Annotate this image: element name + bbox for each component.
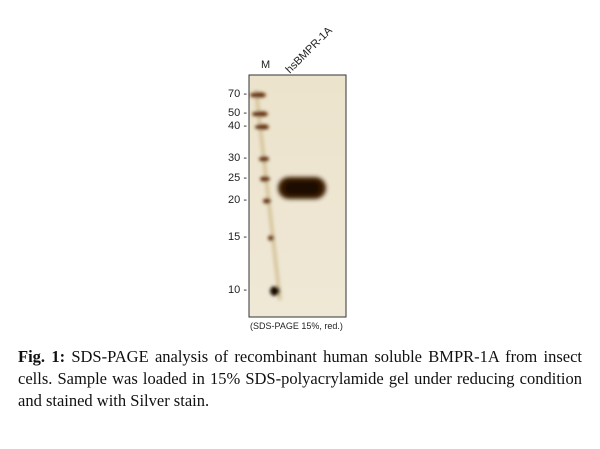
marker-label: 30 - — [228, 152, 247, 164]
marker-label: 20 - — [228, 194, 247, 206]
caption-text: SDS-PAGE analysis of recombinant human s… — [18, 347, 582, 410]
gel-note: (SDS-PAGE 15%, red.) — [250, 321, 343, 331]
marker-label: 10 - — [228, 284, 247, 296]
marker-band — [260, 176, 270, 182]
marker-band — [268, 235, 274, 241]
lane-label: M — [261, 59, 271, 71]
marker-band — [270, 286, 280, 296]
marker-label: 50 - — [228, 107, 247, 119]
marker-lane — [250, 89, 282, 301]
marker-label: 25 - — [228, 172, 247, 184]
marker-band — [263, 198, 271, 204]
marker-label: 40 - — [228, 120, 247, 132]
marker-band — [252, 111, 268, 117]
marker-band — [250, 92, 266, 98]
gel-image — [248, 74, 347, 318]
marker-label: 15 - — [228, 231, 247, 243]
marker-band — [255, 124, 269, 130]
caption: Fig. 1: SDS-PAGE analysis of recombinant… — [18, 346, 582, 412]
marker-band — [259, 156, 269, 162]
caption-label: Fig. 1: — [18, 347, 66, 366]
marker-label: 70 - — [228, 88, 247, 100]
sample-band — [278, 177, 326, 199]
